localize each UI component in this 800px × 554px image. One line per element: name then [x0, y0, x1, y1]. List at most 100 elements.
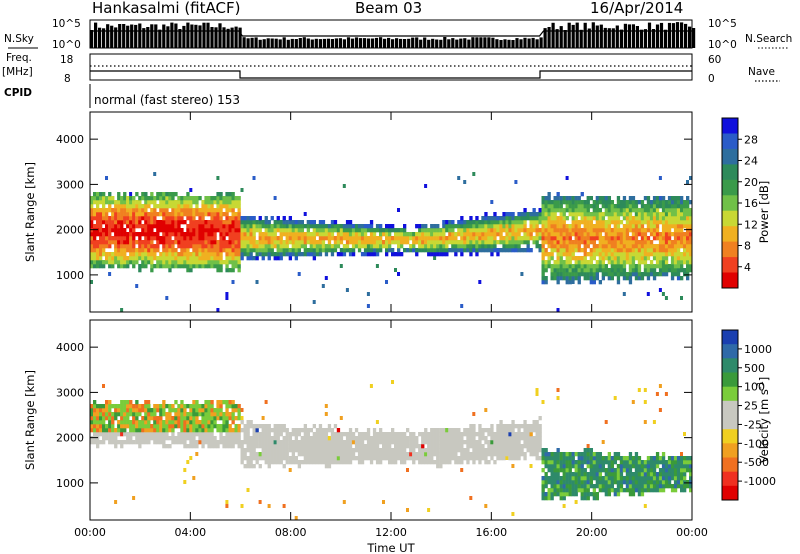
scatter-cell	[436, 244, 440, 249]
scatter-cell	[171, 196, 175, 201]
scatter-cell	[366, 228, 371, 233]
scatter-cell	[99, 212, 103, 217]
scatter-cell	[174, 240, 178, 245]
scatter-cell	[493, 440, 497, 445]
scatter-cell	[249, 440, 253, 445]
scatter-cell	[177, 408, 181, 413]
scatter-cell	[667, 244, 672, 249]
scatter-cell	[210, 244, 214, 249]
scatter-cell	[207, 212, 211, 217]
scatter-cell	[138, 256, 142, 261]
scatter-cell	[216, 192, 220, 197]
scatter-cell	[129, 244, 133, 249]
scatter-cell	[616, 224, 621, 229]
scatter-cell	[601, 264, 606, 269]
scatter-cell	[165, 248, 169, 253]
nsky-bar	[186, 22, 190, 48]
scatter-cell	[213, 440, 217, 445]
scatter-cell	[568, 452, 572, 457]
scatter-cell	[583, 488, 587, 493]
scatter-cell	[571, 268, 575, 273]
scatter-cell	[658, 476, 663, 481]
scatter-cell	[165, 240, 169, 245]
scatter-cell	[375, 432, 380, 437]
scatter-cell	[345, 288, 349, 292]
scatter-cell	[123, 204, 127, 209]
scatter-cell	[658, 244, 663, 249]
scatter-cell	[676, 252, 681, 257]
scatter-cell	[683, 464, 687, 469]
scatter-cell	[571, 492, 575, 497]
nsky-bar	[647, 22, 652, 48]
scatter-cell	[683, 248, 687, 253]
scatter-cell	[508, 244, 512, 249]
scatter-cell	[228, 236, 232, 241]
nsky-bar	[559, 26, 563, 48]
scatter-cell	[156, 196, 160, 201]
scatter-cell	[324, 244, 329, 249]
scatter-cell	[496, 424, 500, 429]
scatter-cell	[240, 236, 244, 241]
scatter-cell	[96, 204, 100, 209]
scatter-cell	[243, 424, 247, 429]
nsky-bar	[391, 39, 395, 48]
scatter-cell	[547, 192, 551, 197]
scatter-cell	[583, 224, 587, 229]
scatter-cell	[616, 264, 621, 269]
scatter-cell	[195, 196, 199, 201]
scatter-cell	[562, 232, 566, 237]
scatter-cell	[222, 428, 226, 433]
nsky-bar	[599, 24, 603, 48]
scatter-cell	[186, 228, 190, 233]
scatter-cell	[574, 204, 578, 209]
scatter-cell	[670, 272, 675, 277]
scatter-cell	[168, 228, 172, 233]
scatter-cell	[315, 460, 320, 465]
scatter-cell	[228, 404, 232, 409]
scatter-cell	[339, 240, 344, 245]
scatter-cell	[195, 252, 199, 257]
scatter-cell	[637, 464, 642, 469]
scatter-cell	[508, 456, 512, 461]
scatter-cell	[592, 212, 597, 217]
scatter-cell	[333, 424, 338, 429]
scatter-cell	[150, 264, 154, 269]
scatter-cell	[351, 440, 356, 445]
nsky-bar	[483, 37, 487, 48]
scatter-cell	[345, 440, 350, 445]
scatter-cell	[267, 240, 271, 245]
scatter-cell	[93, 212, 97, 217]
scatter-cell	[604, 420, 608, 424]
scatter-cell	[655, 452, 660, 457]
scatter-cell	[680, 464, 684, 469]
nsky-bar	[170, 22, 174, 48]
scatter-cell	[159, 260, 163, 265]
scatter-cell	[330, 236, 335, 241]
scatter-cell	[517, 216, 521, 221]
scatter-cell	[192, 232, 196, 237]
scatter-cell	[595, 496, 600, 501]
scatter-cell	[577, 264, 581, 269]
scatter-cell	[686, 232, 690, 237]
scatter-cell	[237, 204, 241, 209]
scatter-cell	[138, 444, 142, 449]
scatter-cell	[514, 220, 518, 225]
scatter-cell	[327, 456, 332, 461]
scatter-cell	[547, 456, 551, 461]
scatter-cell	[174, 212, 178, 217]
scatter-cell	[683, 472, 687, 477]
scatter-cell	[664, 200, 669, 205]
scatter-cell	[532, 236, 536, 241]
scatter-cell	[689, 236, 693, 241]
scatter-cell	[105, 208, 109, 213]
scatter-cell	[535, 428, 539, 433]
scatter-cell	[99, 196, 103, 201]
scatter-cell	[132, 216, 136, 221]
scatter-cell	[673, 228, 678, 233]
nsky-bar	[403, 39, 407, 48]
scatter-cell	[526, 236, 530, 241]
scatter-cell	[553, 480, 557, 485]
scatter-cell	[673, 488, 678, 493]
nsky-bar	[675, 22, 680, 48]
scatter-cell	[276, 216, 280, 221]
